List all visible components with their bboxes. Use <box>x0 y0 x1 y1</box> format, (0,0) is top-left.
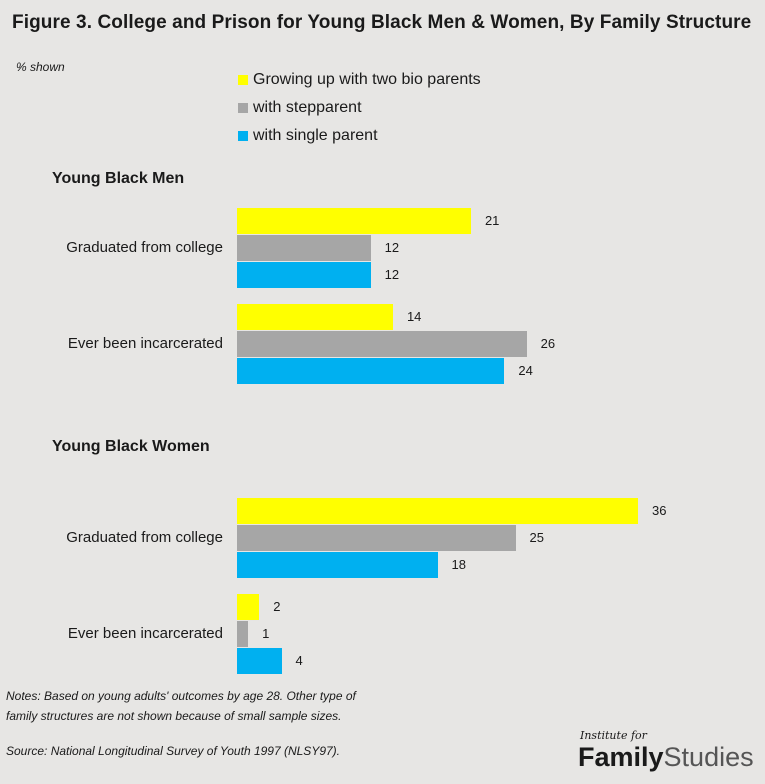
legend-item-two-bio: Growing up with two bio parents <box>238 66 481 94</box>
logo-small-text: Institute for <box>580 729 647 742</box>
bar-stepparent <box>237 525 516 551</box>
bar-two-bio <box>237 208 471 234</box>
bar-value-label: 21 <box>484 213 500 228</box>
bar-value-label: 12 <box>384 240 400 255</box>
legend-swatch-single <box>238 131 248 141</box>
bar-single <box>237 648 282 674</box>
source-note: Source: National Longitudinal Survey of … <box>6 744 340 758</box>
bar-value-label: 1 <box>262 626 270 641</box>
group-label: Ever been incarcerated <box>67 335 223 352</box>
bar-two-bio <box>237 498 639 524</box>
group-label: Ever been incarcerated <box>67 625 223 642</box>
legend-item-stepparent: with stepparent <box>238 94 481 122</box>
legend-item-single: with single parent <box>238 122 481 150</box>
legend-swatch-stepparent <box>238 103 248 113</box>
bar-two-bio <box>237 594 260 620</box>
notes-line-1: Notes: Based on young adults' outcomes b… <box>6 689 356 703</box>
legend: Growing up with two bio parents with ste… <box>238 66 481 150</box>
bar-value-label: 36 <box>652 503 667 518</box>
bar-value-label: 12 <box>384 267 400 282</box>
bar-single <box>237 552 438 578</box>
bar-single <box>237 358 505 384</box>
notes: Notes: Based on young adults' outcomes b… <box>6 686 406 726</box>
logo-wordmark: FamilyStudies <box>578 742 754 772</box>
section-title-women: Young Black Women <box>52 438 210 455</box>
legend-label-stepparent: with stepparent <box>253 99 362 116</box>
unit-label: % shown <box>16 60 65 74</box>
bar-single <box>237 262 371 288</box>
legend-label-single: with single parent <box>253 127 378 144</box>
bar-stepparent <box>237 235 371 261</box>
bar-value-label: 18 <box>451 557 466 572</box>
legend-label-two-bio: Growing up with two bio parents <box>253 71 481 88</box>
bar-value-label: 25 <box>529 530 544 545</box>
bar-value-label: 24 <box>518 363 533 378</box>
bar-value-label: 4 <box>295 653 303 668</box>
notes-line-2: family structures are not shown because … <box>6 709 342 723</box>
bar-value-label: 2 <box>273 599 281 614</box>
bar-stepparent <box>237 331 527 357</box>
bar-value-label: 26 <box>540 336 556 351</box>
logo-bold-text: Family <box>578 742 664 772</box>
bar-two-bio <box>237 304 393 330</box>
chart-title: Figure 3. College and Prison for Young B… <box>12 12 752 33</box>
group-label: Graduated from college <box>66 529 223 546</box>
logo: Institute for FamilyStudies <box>578 729 754 773</box>
logo-light-text: Studies <box>663 742 754 772</box>
legend-swatch-two-bio <box>238 75 248 85</box>
bar-value-label: 14 <box>406 309 422 324</box>
bar-stepparent <box>237 621 249 647</box>
group-label: Graduated from college <box>66 239 223 256</box>
section-title-men: Young Black Men <box>52 170 185 187</box>
